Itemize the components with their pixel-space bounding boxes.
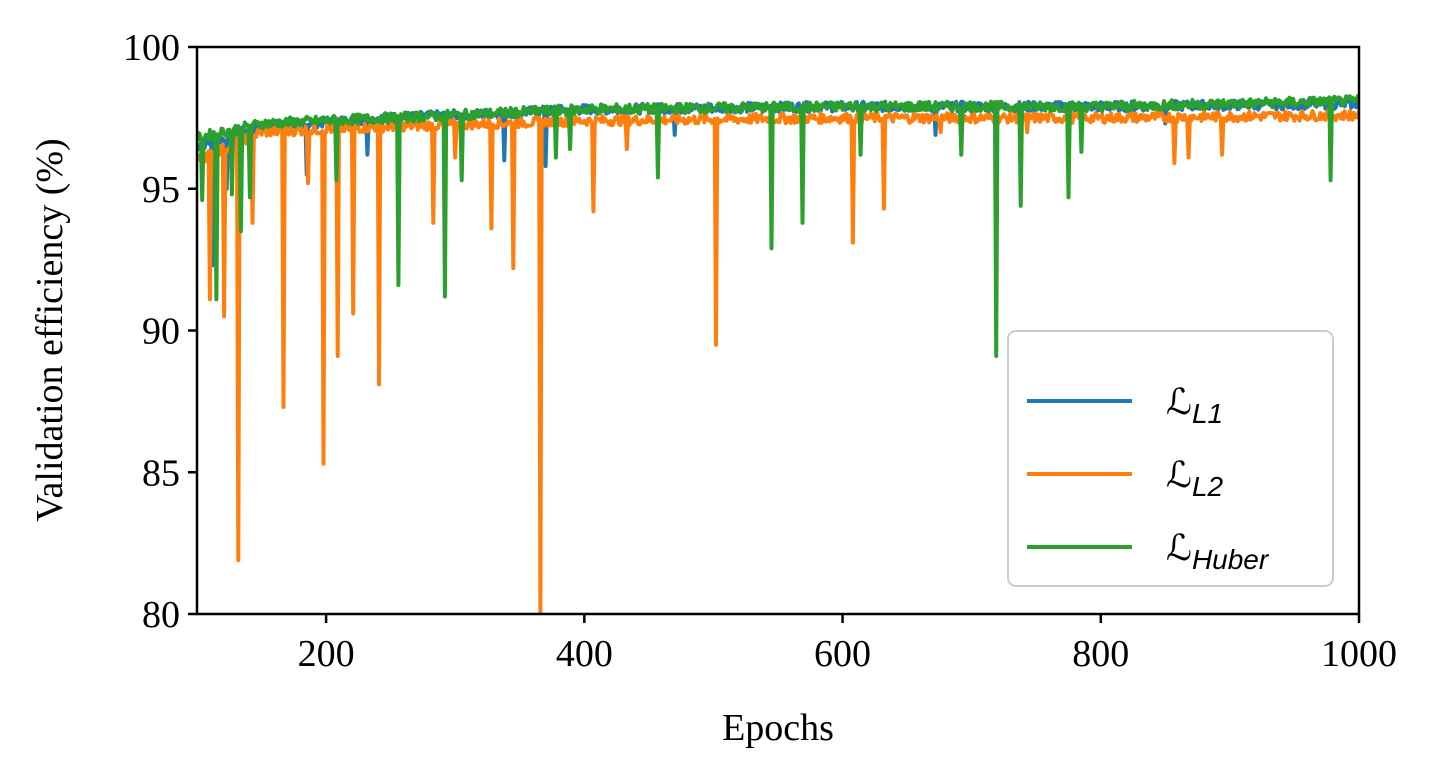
x-tick-label: 200	[298, 633, 355, 675]
y-tick-label: 100	[123, 27, 180, 69]
legend-label-l2: ℒL2	[1166, 455, 1224, 502]
legend-label-l1: ℒL1	[1166, 382, 1223, 429]
x-tick-label: 1000	[1321, 633, 1397, 675]
y-tick-label: 80	[142, 594, 180, 636]
y-axis-label: Validation efficiency (%)	[29, 138, 71, 521]
x-axis-label: Epochs	[722, 707, 834, 749]
legend-label-huber: ℒHuber	[1166, 528, 1270, 575]
x-tick-label: 800	[1072, 633, 1129, 675]
legend-box	[1007, 330, 1334, 587]
x-tick-label: 400	[556, 633, 613, 675]
y-tick-label: 90	[142, 311, 180, 353]
y-axis: 80 85 90 95 100	[123, 27, 197, 636]
legend: ℒL1 ℒL2 ℒHuber	[1007, 330, 1334, 587]
y-tick-label: 95	[142, 169, 180, 211]
series-layer	[197, 94, 1359, 614]
x-axis: 200 400 600 800 1000	[298, 614, 1397, 675]
x-tick-label: 600	[814, 633, 871, 675]
series-line-l2	[197, 108, 1359, 614]
series-line-huber	[197, 94, 1359, 358]
y-tick-label: 85	[142, 452, 180, 494]
